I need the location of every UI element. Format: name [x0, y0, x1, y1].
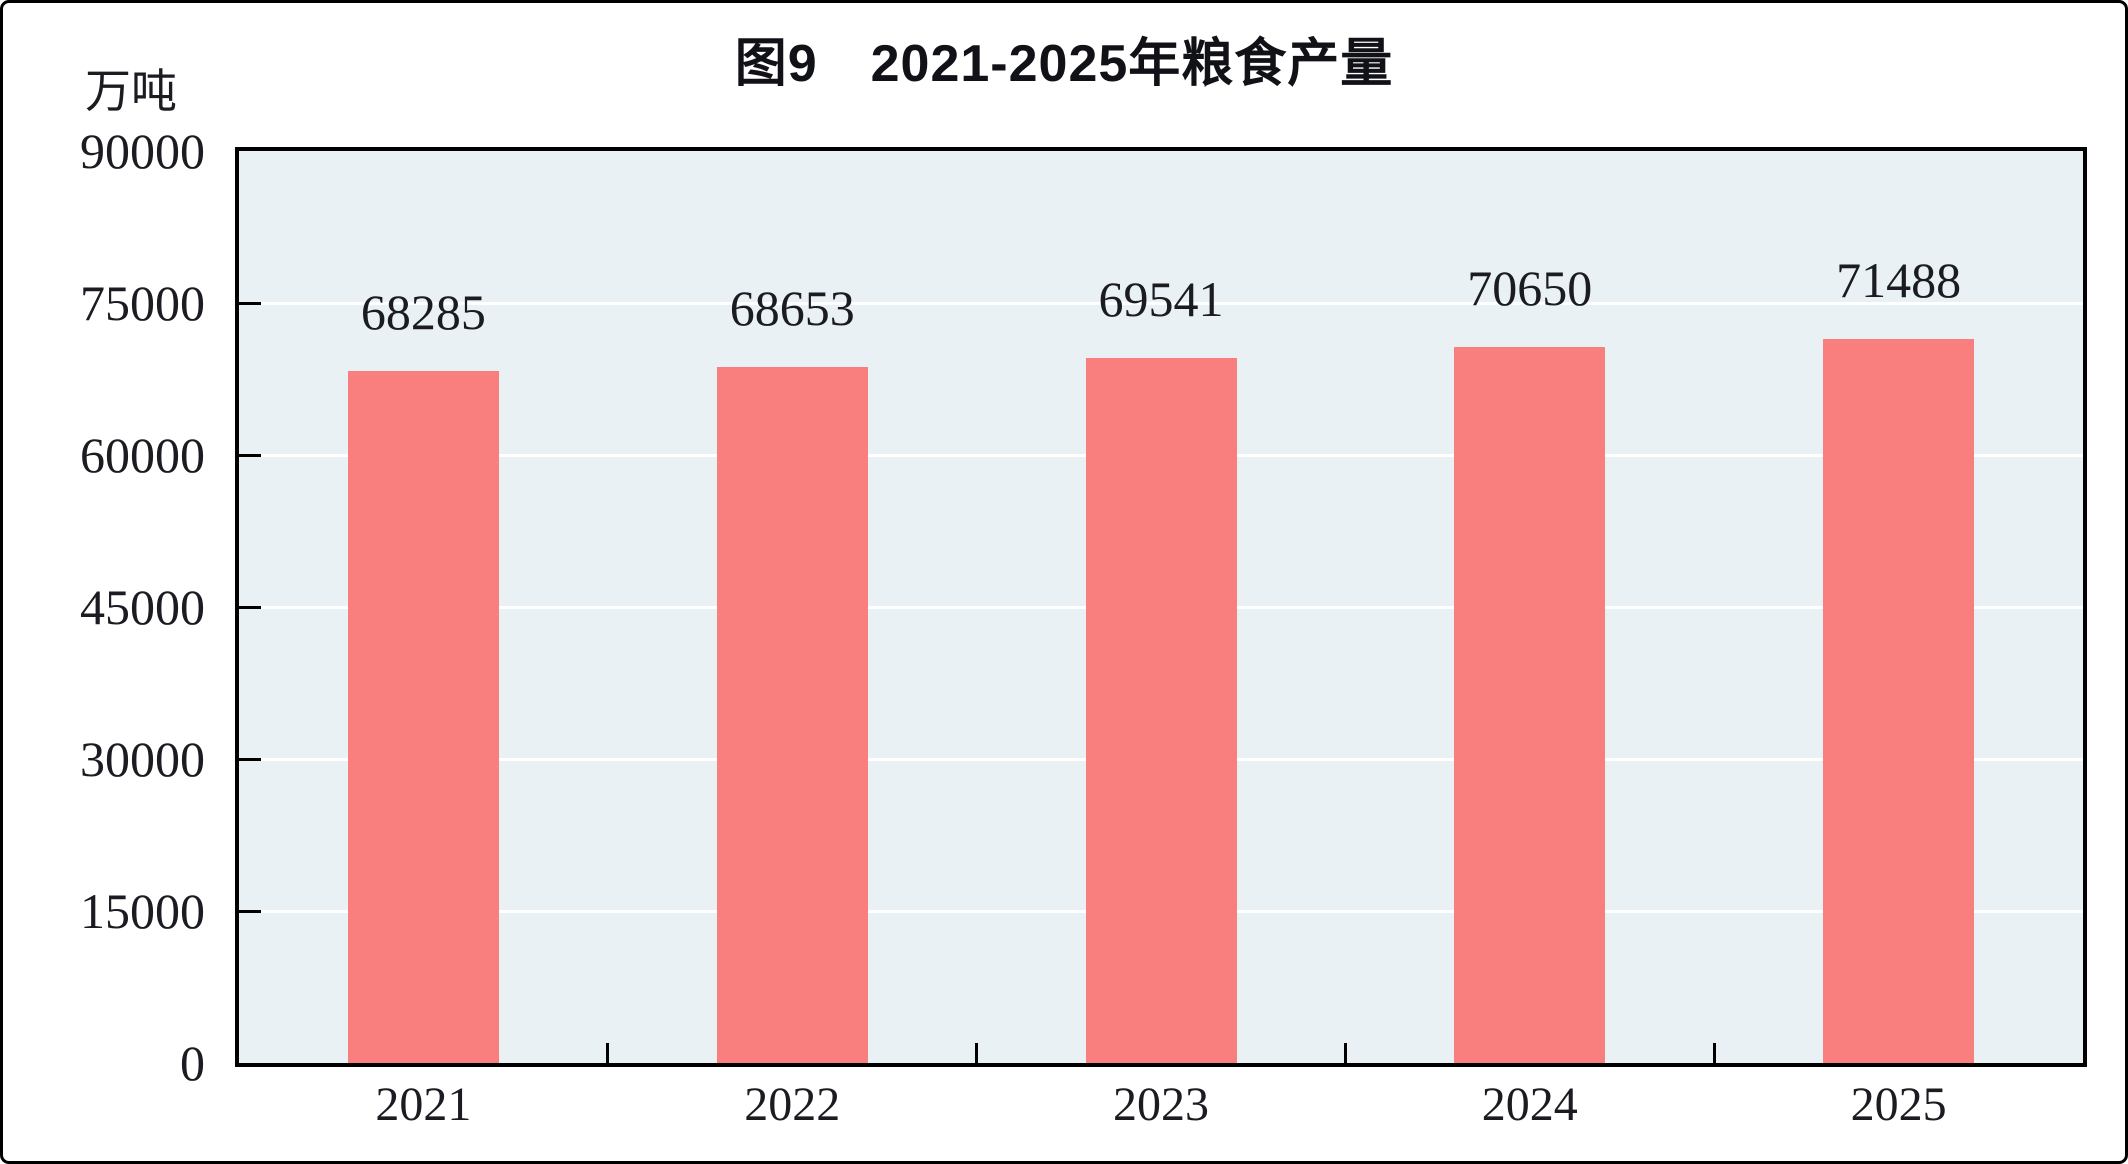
chart-title: 图9 2021-2025年粮食产量 [734, 35, 1394, 93]
bar-2025 [1823, 339, 1974, 1063]
y-axis-tick-label: 15000 [80, 883, 205, 939]
x-axis-tick [606, 1043, 610, 1063]
x-axis-tick-label: 2023 [1113, 1078, 1209, 1131]
bar-2024 [1454, 347, 1605, 1063]
bar-2022 [717, 367, 868, 1063]
x-axis-tick-label: 2025 [1850, 1078, 1947, 1131]
x-axis-tick [1712, 1043, 1716, 1063]
plot-area: 68285 68653 69541 70650 71488 [235, 147, 2087, 1067]
y-axis-tick-label: 75000 [80, 275, 205, 331]
y-axis-tick-label: 30000 [80, 731, 205, 787]
plot-inner: 68285 68653 69541 70650 71488 [239, 151, 2083, 1063]
y-axis-tick [239, 605, 261, 609]
bar-value-label: 71488 [1836, 252, 1962, 308]
x-axis-tick [1343, 1043, 1347, 1063]
bar-value-label: 68285 [360, 284, 486, 340]
y-axis-tick-label: 0 [180, 1035, 205, 1091]
x-axis-tick [975, 1043, 979, 1063]
y-axis-tick [239, 757, 261, 761]
y-axis-tick-label: 90000 [80, 123, 205, 179]
y-axis-tick-label: 45000 [80, 579, 205, 635]
x-axis-tick-label: 2024 [1481, 1078, 1578, 1131]
bar-2021 [348, 371, 499, 1063]
gridline [239, 301, 2083, 305]
bar-value-label: 69541 [1098, 271, 1224, 327]
y-axis-unit-label: 万吨 [85, 66, 177, 117]
y-axis-tick [239, 301, 261, 305]
bar-value-label: 68653 [729, 280, 855, 336]
bar-2023 [1086, 358, 1237, 1063]
y-axis-tick [239, 453, 261, 457]
x-axis-tick-label: 2022 [744, 1078, 841, 1131]
y-axis-tick [239, 909, 261, 913]
bar-value-label: 70650 [1467, 260, 1593, 316]
y-axis-tick-label: 60000 [80, 427, 205, 483]
x-axis-tick-label: 2021 [375, 1078, 472, 1131]
